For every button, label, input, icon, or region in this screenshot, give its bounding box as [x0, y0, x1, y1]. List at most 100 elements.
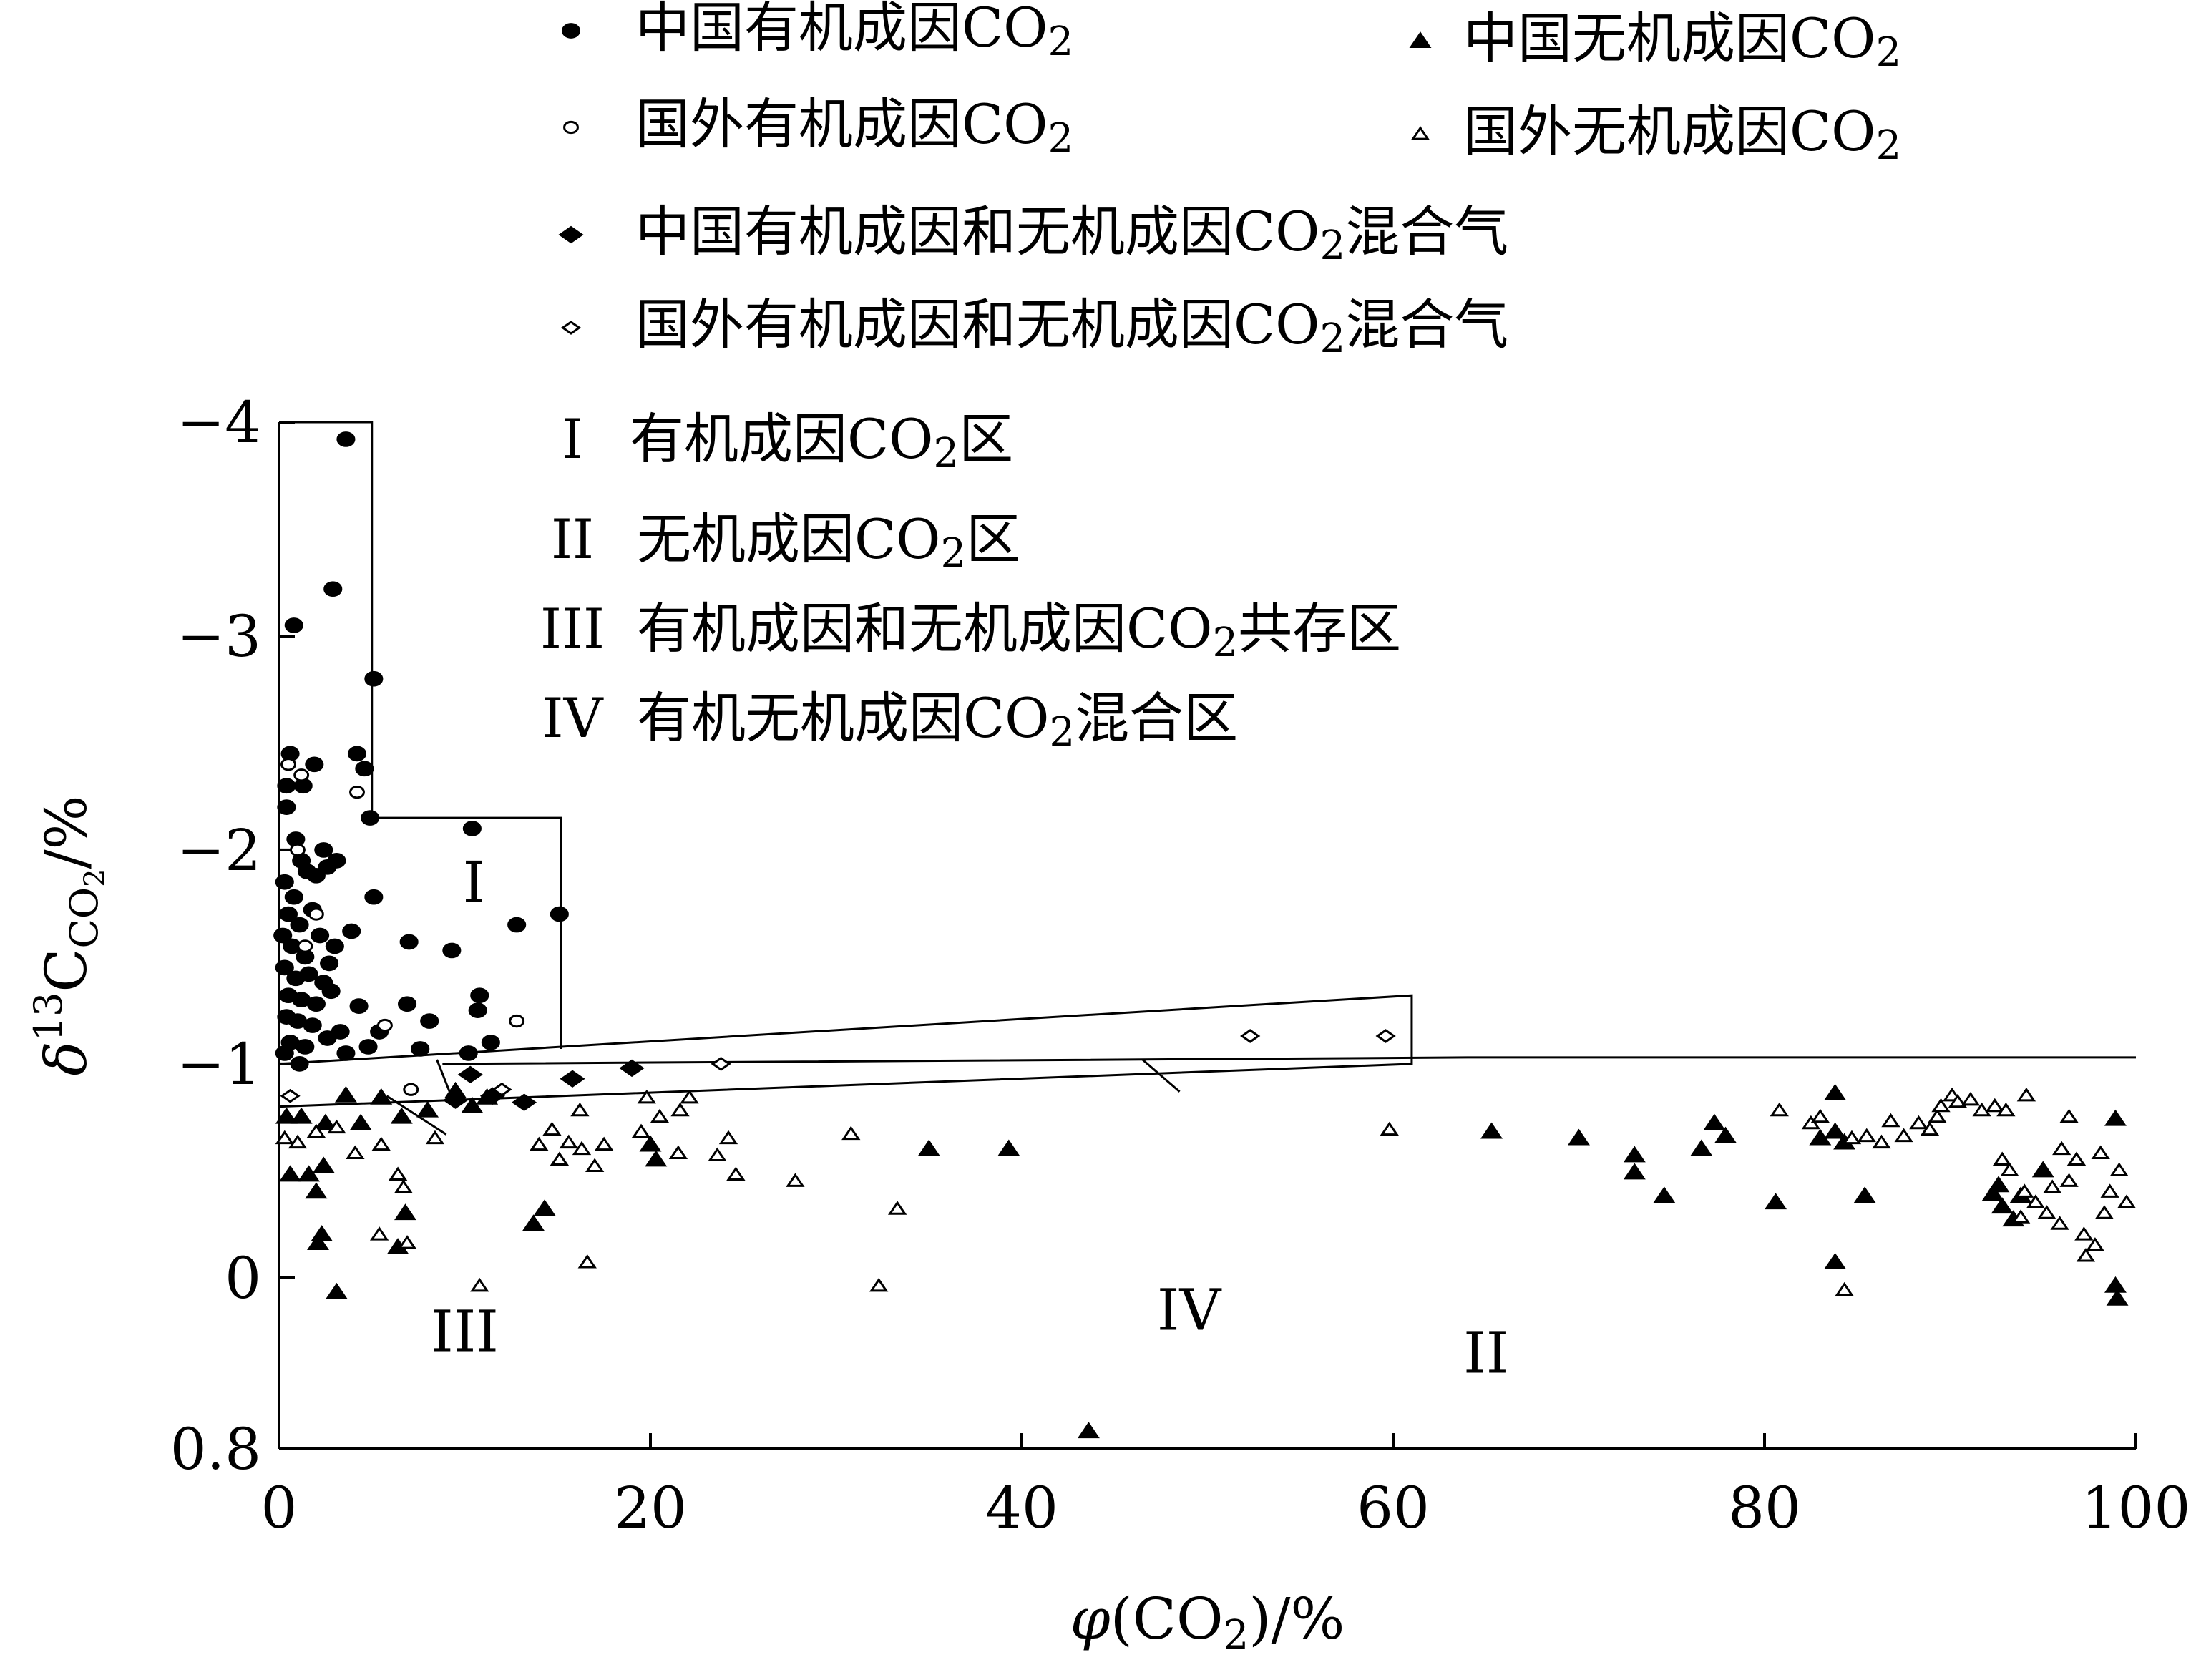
point-fr_org-5	[297, 939, 313, 953]
point-cn_org-63	[342, 923, 361, 939]
point-fr_org-8	[403, 1083, 419, 1096]
y-tick-label--3: −3	[177, 603, 261, 670]
x-tick-label-80: 80	[1728, 1475, 1801, 1541]
point-cn_org-4	[347, 746, 367, 762]
point-fr_inorg-74	[2052, 1141, 2071, 1156]
point-fr_org-6	[509, 1014, 525, 1028]
point-fr_inorg-26	[680, 1089, 699, 1104]
point-cn_inorg-23	[645, 1150, 668, 1167]
point-fr_inorg-73	[2076, 1248, 2096, 1262]
point-cn_inorg-2	[314, 1113, 337, 1130]
point-cn_org-1	[323, 581, 343, 597]
zone-legend-numeral-3: IV	[542, 686, 604, 750]
zone-legend-label-2: 有机成因和无机成因CO2共存区	[637, 597, 1401, 666]
point-fr_inorg-15	[559, 1134, 578, 1149]
point-fr_inorg-1	[288, 1134, 308, 1149]
x-tick-label-40: 40	[985, 1475, 1058, 1541]
point-cn_org-54	[336, 1045, 356, 1061]
legend-label-cn_mix: 中国有机成因和无机成因CO2混合气	[635, 200, 1508, 269]
x-tick-label-100: 100	[2082, 1475, 2191, 1541]
point-cn_org-2	[284, 617, 303, 633]
point-fr_inorg-18	[577, 1254, 597, 1269]
point-cn_inorg-43	[1991, 1197, 2014, 1214]
point-cn_inorg-31	[1653, 1186, 1676, 1203]
point-cn_inorg-10	[312, 1156, 335, 1173]
point-fr_inorg-60	[2050, 1216, 2069, 1230]
zone-I-boundary	[279, 421, 562, 1049]
point-cn_inorg-5	[370, 1088, 393, 1105]
point-fr_inorg-65	[2094, 1205, 2114, 1219]
point-fr_inorg-57	[2015, 1183, 2034, 1198]
point-cn_org-52	[358, 1039, 378, 1055]
point-cn_inorg-19	[476, 1088, 499, 1105]
point-cn_org-3	[364, 670, 384, 687]
zone-III-leader	[386, 1095, 447, 1136]
point-cn_inorg-8	[279, 1165, 302, 1182]
point-fr_inorg-31	[841, 1125, 861, 1141]
point-cn_org-45	[470, 987, 489, 1004]
point-fr_inorg-8	[425, 1130, 445, 1145]
y-tick-label--1: −1	[177, 1031, 261, 1098]
point-fr_inorg-5	[371, 1136, 391, 1151]
point-fr_inorg-51	[1972, 1102, 1991, 1117]
point-cn_inorg-11	[305, 1182, 328, 1199]
zone-legend: I 有机成因CO2区 II 无机成因CO2区 III 有机成因和无机成因CO2共存区 IV 有…	[540, 407, 1401, 756]
point-cn_inorg-49	[1981, 1184, 2004, 1201]
point-fr_inorg-25	[670, 1102, 690, 1117]
point-cn_org-39	[290, 1056, 309, 1072]
legend-label-fr_mix: 国外有机成因和无机成因CO2混合气	[635, 293, 1508, 362]
point-fr_inorg-69	[2059, 1108, 2079, 1123]
zone-legend-numeral-2: III	[540, 597, 605, 660]
point-fr_inorg-61	[2059, 1173, 2079, 1187]
point-cn_org-34	[303, 1017, 322, 1033]
legend-marker-cn_org	[561, 23, 581, 39]
point-cn_inorg-30	[1623, 1163, 1646, 1180]
point-fr_inorg-49	[1948, 1093, 1968, 1108]
point-cn_org-8	[277, 799, 296, 815]
point-cn_org-49	[420, 1013, 439, 1029]
point-cn_org-48	[398, 996, 417, 1012]
point-cn_inorg-46	[2104, 1109, 2127, 1126]
point-cn_org-40	[364, 889, 384, 905]
point-cn_inorg-27	[1480, 1122, 1503, 1139]
point-cn_mix-2	[560, 1070, 585, 1088]
point-cn_org-47	[349, 998, 369, 1015]
point-cn_org-41	[550, 906, 569, 922]
point-fr_inorg-20	[594, 1136, 614, 1151]
point-cn_inorg-4	[349, 1113, 372, 1130]
x-tick-label-60: 60	[1357, 1475, 1430, 1541]
point-cn_org-61	[314, 842, 333, 858]
point-cn_inorg-38	[1824, 1122, 1847, 1139]
point-fr_inorg-43	[1894, 1128, 1913, 1143]
point-fr_inorg-45	[1920, 1121, 1940, 1136]
point-cn_inorg-6	[390, 1107, 413, 1124]
y-axis-label: δ13CCO2/%	[26, 795, 112, 1075]
point-cn_inorg-41	[1824, 1253, 1847, 1269]
point-fr_inorg-66	[2100, 1183, 2119, 1198]
point-fr_mix-2	[711, 1057, 731, 1071]
point-fr_inorg-21	[631, 1123, 651, 1138]
point-fr_inorg-16	[570, 1102, 590, 1117]
x-axis-label: φ(CO2)/%	[1070, 1586, 1345, 1659]
point-fr_org-4	[308, 907, 324, 921]
point-cn_inorg-3	[334, 1085, 357, 1103]
point-cn_inorg-32	[1690, 1139, 1713, 1156]
legend-marker-cn_mix	[558, 225, 584, 244]
point-cn_inorg-33	[1703, 1113, 1726, 1130]
point-cn_inorg-35	[1765, 1193, 1787, 1210]
point-fr_org-3	[290, 843, 306, 857]
legend-label-fr_org: 国外有机成因CO2	[635, 92, 1073, 162]
point-cn_inorg-22	[639, 1135, 662, 1152]
zone-legend-label-1: 无机成因CO2区	[637, 507, 1020, 577]
point-fr_inorg-53	[1996, 1102, 2016, 1117]
point-fr_inorg-6	[388, 1166, 408, 1181]
point-fr_org-2	[349, 786, 365, 799]
point-fr_inorg-0	[275, 1130, 294, 1145]
zone-legend-label-3: 有机无机成因CO2混合区	[637, 686, 1238, 756]
point-cn_inorg-0	[275, 1107, 298, 1124]
point-fr_mix-1	[1375, 1029, 1396, 1043]
point-cn_org-42	[507, 917, 527, 933]
region-label-II: II	[1463, 1319, 1508, 1386]
